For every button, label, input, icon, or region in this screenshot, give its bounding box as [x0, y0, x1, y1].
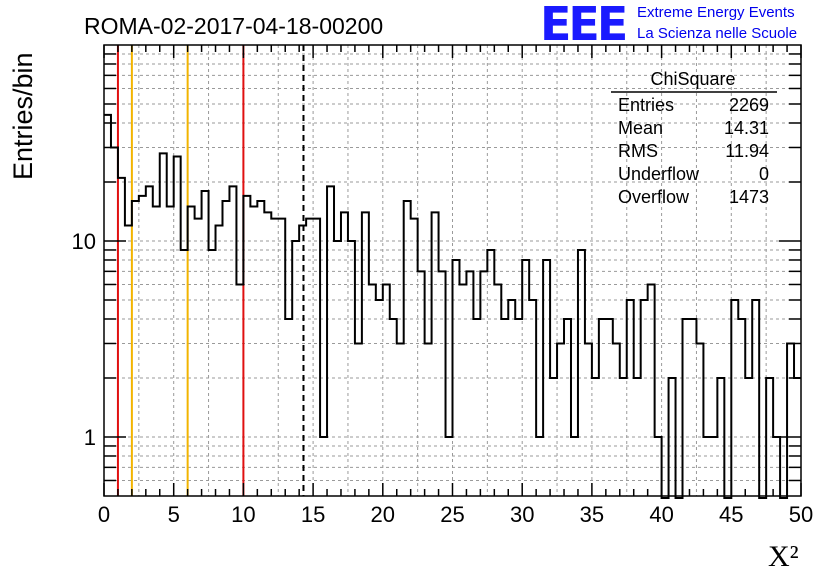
x-axis-label: X² [768, 540, 799, 572]
eee-logo-mark: EEE [540, 0, 626, 51]
x-tick-label: 20 [371, 502, 395, 527]
stats-value: 0 [759, 164, 769, 184]
stats-value: 2269 [729, 95, 769, 115]
stats-value: 14.31 [724, 118, 769, 138]
x-tick-label: 50 [789, 502, 813, 527]
stats-rows: Entries 2269 Mean 14.31 RMS 11.94 Underflow 0 Ov… [618, 95, 769, 207]
vertical-markers [116, 45, 305, 496]
stats-box: ChiSquare Entries 2269 Mean 14.31 RMS 11.94 Un… [611, 69, 777, 207]
x-tick-label: 30 [510, 502, 534, 527]
stats-value: 11.94 [725, 141, 769, 161]
x-tick-label: 10 [231, 502, 255, 527]
y-axis-label: Entries/bin [8, 52, 38, 180]
x-tick-labels: 0 5 10 15 20 25 30 35 40 45 50 [98, 502, 813, 527]
logo-line-1: Extreme Energy Events [637, 4, 795, 21]
x-tick-label: 15 [301, 502, 325, 527]
stats-label: Underflow [618, 164, 700, 184]
x-tick-label: 35 [580, 502, 604, 527]
x-tick-label: 40 [649, 502, 673, 527]
x-tick-label: 5 [168, 502, 180, 527]
logo-line-2: La Scienza nelle Scuole [637, 25, 797, 42]
x-tick-label: 0 [98, 502, 110, 527]
stats-value: 1473 [729, 187, 769, 207]
stats-label: Overflow [618, 187, 690, 207]
axis-ticks [103, 45, 802, 496]
stats-label: Entries [618, 95, 674, 115]
stats-label: RMS [618, 141, 658, 161]
x-tick-label: 45 [719, 502, 743, 527]
x-tick-label: 25 [440, 502, 464, 527]
stats-box-title: ChiSquare [650, 69, 735, 89]
y-tick-label: 10 [72, 229, 96, 254]
histogram-outline [104, 113, 801, 499]
chart-title: ROMA-02-2017-04-18-00200 [84, 13, 383, 39]
stats-label: Mean [618, 118, 663, 138]
y-tick-label: 1 [84, 425, 96, 450]
y-tick-labels: 1 10 [72, 229, 96, 450]
